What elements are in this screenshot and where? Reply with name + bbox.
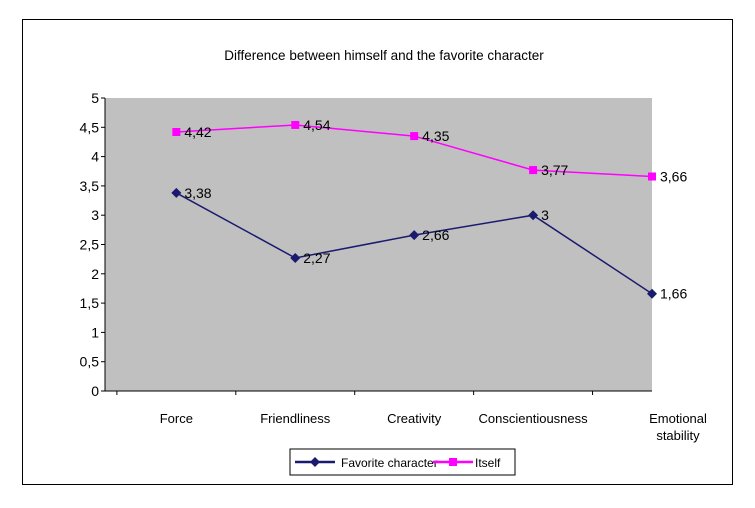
data-label: 3,77 [541, 162, 568, 178]
data-point [528, 210, 539, 221]
data-point [409, 230, 420, 241]
data-point [291, 120, 300, 129]
data-point [529, 166, 538, 175]
data-label: 2,66 [422, 227, 449, 243]
data-point [290, 252, 301, 263]
data-label: 3 [541, 207, 549, 223]
data-label: 2,27 [303, 250, 330, 266]
data-label: 4,35 [422, 128, 449, 144]
legend-label: Itself [475, 456, 501, 470]
y-tick-label: 4,5 [80, 119, 100, 135]
y-tick-label: 0 [91, 383, 99, 399]
x-tick-label: Emotional stability [649, 411, 707, 443]
data-label: 4,54 [303, 117, 330, 133]
legend-marker [310, 457, 320, 467]
chart-title: Difference between himself and the favor… [224, 48, 544, 63]
data-point [647, 288, 657, 299]
y-tick-label: 3,5 [80, 178, 100, 194]
data-point [171, 187, 182, 198]
legend-marker [449, 458, 457, 466]
x-tick-label: Friendliness [260, 411, 331, 426]
x-tick-label: Conscientiousness [479, 411, 589, 426]
data-label: 1,66 [660, 286, 687, 302]
y-tick-label: 4 [91, 149, 99, 165]
legend-label: Favorite character [341, 456, 438, 470]
series-layer: 3,38 2,27 2,66 3 1,66 4,42 4,54 4,35 3,77 3,66 [171, 117, 687, 302]
data-label: 4,42 [184, 124, 211, 140]
y-tick-label: 1,5 [80, 295, 100, 311]
y-tick-label: 5 [91, 90, 99, 106]
y-tick-label: 2,5 [80, 237, 100, 253]
y-tick-label: 1 [91, 324, 99, 340]
data-point [172, 127, 181, 136]
x-tick-label: Force [160, 411, 193, 426]
data-point [410, 132, 419, 141]
data-point [648, 172, 656, 181]
y-tick-label: 0,5 [80, 354, 100, 370]
data-label: 3,66 [660, 169, 687, 185]
y-tick-label: 3 [91, 207, 99, 223]
legend: Favorite character Itself [289, 448, 516, 476]
y-tick-label: 2 [91, 266, 99, 282]
data-label: 3,38 [184, 185, 211, 201]
x-tick-label: Creativity [387, 411, 442, 426]
plot-area [105, 98, 652, 391]
axes: 0 0,5 1 1,5 2 2,5 3 3,5 4 4,5 5 Force Friendliness Cr… [80, 90, 707, 443]
